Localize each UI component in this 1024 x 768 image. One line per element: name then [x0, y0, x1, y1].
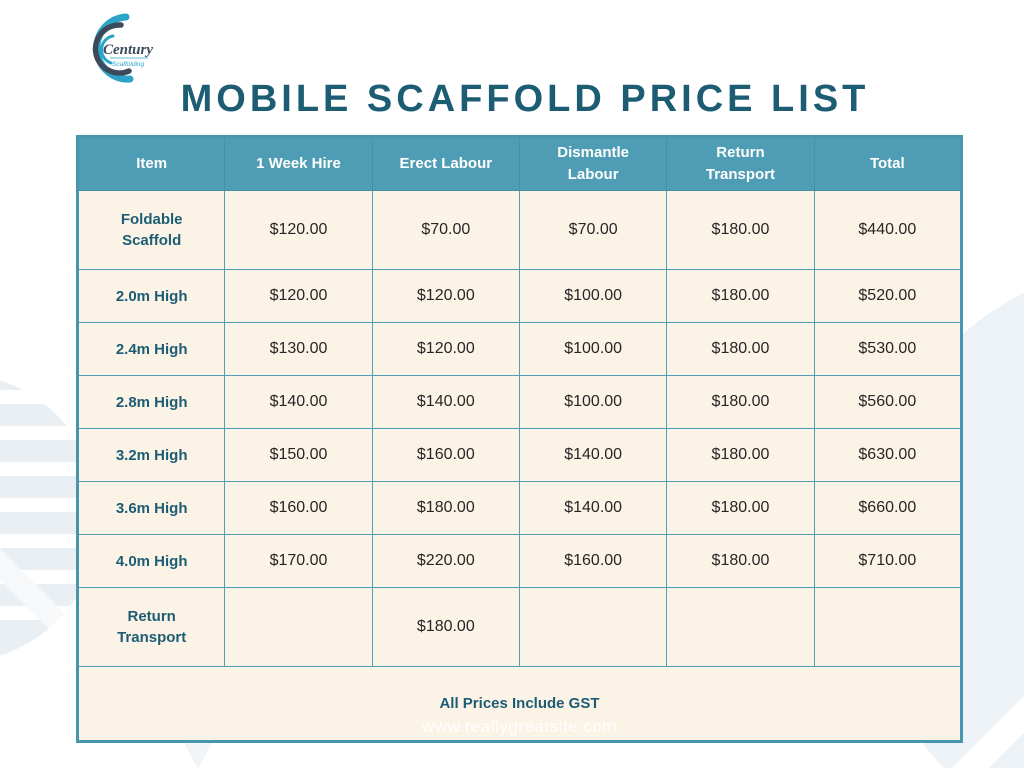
price-cell: $660.00: [813, 481, 963, 535]
logo-name: Century: [103, 42, 153, 58]
price-table: Item 1 Week Hire Erect Labour Dismantle …: [76, 135, 963, 743]
gst-note: All Prices Include GST: [439, 695, 600, 712]
item-label: Foldable Scaffold: [76, 190, 226, 270]
price-cell: $180.00: [666, 269, 815, 323]
price-cell: [224, 587, 373, 667]
price-cell: [518, 587, 668, 667]
price-cell: $710.00: [813, 534, 963, 588]
price-cell: $560.00: [813, 375, 963, 429]
price-cell: $180.00: [666, 190, 815, 270]
page-title: MOBILE SCAFFOLD PRICE LIST: [180, 78, 870, 120]
price-cell: [813, 587, 963, 667]
logo-small-arc: [100, 34, 115, 65]
logo-inner-arc: [92, 22, 132, 76]
price-cell: [666, 587, 815, 667]
price-cell: $120.00: [224, 190, 373, 270]
table-row-3.2m: 3.2m High $150.00 $160.00 $140.00 $180.0…: [76, 428, 963, 482]
price-cell: $160.00: [518, 534, 668, 588]
price-cell: $160.00: [224, 481, 373, 535]
price-cell: $140.00: [518, 481, 668, 535]
price-table-header: Item 1 Week Hire Erect Labour Dismantle …: [76, 136, 963, 191]
price-cell: $140.00: [371, 375, 520, 429]
gst-note-cell: All Prices Include GST www.reallygreatsi…: [77, 666, 962, 742]
column-header-total: Total: [813, 136, 963, 191]
price-cell: $120.00: [371, 269, 520, 323]
price-cell: $170.00: [224, 534, 373, 588]
table-row-2.0m: 2.0m High $120.00 $120.00 $100.00 $180.0…: [76, 269, 963, 323]
price-cell: $630.00: [813, 428, 963, 482]
price-cell: $180.00: [666, 428, 815, 482]
price-cell: $520.00: [813, 269, 963, 323]
column-header-return-transport: Return Transport: [666, 136, 815, 191]
item-label: 2.8m High: [76, 375, 226, 429]
header-row: Item 1 Week Hire Erect Labour Dismantle …: [76, 136, 963, 191]
item-label: 2.4m High: [76, 322, 226, 376]
price-cell: $120.00: [224, 269, 373, 323]
price-cell: $100.00: [518, 269, 668, 323]
column-header-item: Item: [76, 136, 226, 191]
price-cell: $180.00: [666, 322, 815, 376]
item-label: 3.6m High: [76, 481, 226, 535]
price-cell: $440.00: [813, 190, 963, 270]
item-label: 4.0m High: [76, 534, 226, 588]
price-cell: $130.00: [224, 322, 373, 376]
price-cell: $140.00: [518, 428, 668, 482]
table-footer-row: All Prices Include GST www.reallygreatsi…: [77, 666, 962, 742]
price-cell: $180.00: [371, 481, 520, 535]
price-cell: $220.00: [371, 534, 520, 588]
table-row-3.6m: 3.6m High $160.00 $180.00 $140.00 $180.0…: [76, 481, 963, 535]
item-label: 2.0m High: [76, 269, 226, 323]
table-row-2.4m: 2.4m High $130.00 $120.00 $100.00 $180.0…: [76, 322, 963, 376]
price-cell: $180.00: [666, 481, 815, 535]
price-cell: $100.00: [518, 375, 668, 429]
price-cell: $180.00: [371, 587, 520, 667]
price-cell: $180.00: [666, 375, 815, 429]
price-cell: $70.00: [518, 190, 668, 270]
price-table-body: Foldable Scaffold $120.00 $70.00 $70.00 …: [76, 190, 963, 742]
logo-subtitle: Scaffolding: [112, 61, 145, 68]
price-cell: $100.00: [518, 322, 668, 376]
price-cell: $150.00: [224, 428, 373, 482]
table-row-foldable-scaffold: Foldable Scaffold $120.00 $70.00 $70.00 …: [76, 190, 963, 270]
price-cell: $120.00: [371, 322, 520, 376]
price-cell: $160.00: [371, 428, 520, 482]
price-cell: $180.00: [666, 534, 815, 588]
watermark-url: www.reallygreatsite.com: [422, 717, 617, 737]
column-header-dismantle-labour: Dismantle Labour: [518, 136, 668, 191]
column-header-erect-labour: Erect Labour: [371, 136, 520, 191]
price-cell: $70.00: [371, 190, 520, 270]
item-label: 3.2m High: [76, 428, 226, 482]
table-row-return-transport: Return Transport $180.00: [76, 587, 963, 667]
company-logo: Century Scaffolding: [92, 13, 153, 83]
table-row-4.0m: 4.0m High $170.00 $220.00 $160.00 $180.0…: [76, 534, 963, 588]
column-header-week-hire: 1 Week Hire: [224, 136, 373, 191]
price-cell: $530.00: [813, 322, 963, 376]
item-label: Return Transport: [76, 587, 226, 667]
price-cell: $140.00: [224, 375, 373, 429]
table-row-2.8m: 2.8m High $140.00 $140.00 $100.00 $180.0…: [76, 375, 963, 429]
